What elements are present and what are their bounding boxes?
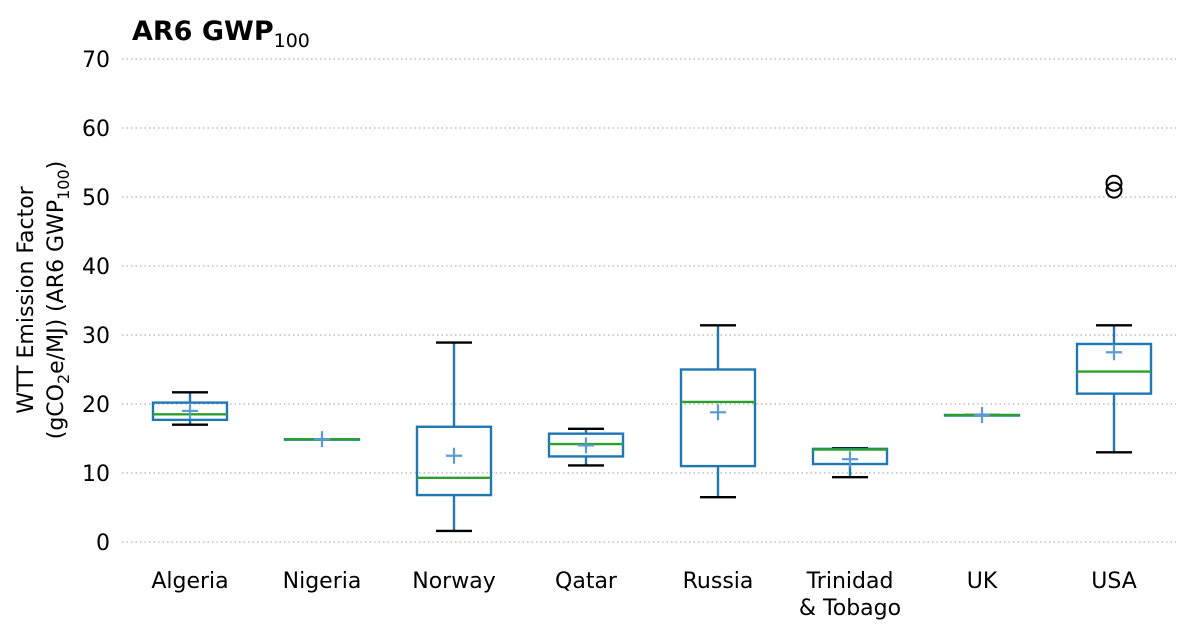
boxes xyxy=(153,176,1151,531)
y-tick-label: 70 xyxy=(82,48,110,73)
y-axis-label-subscript: 100 xyxy=(54,169,73,200)
x-axis-labels: Algeria Nigeria Norway Qatar Russia Trinidad&… xyxy=(151,569,1136,621)
x-category-label: Russia xyxy=(683,569,754,594)
box-group xyxy=(285,431,359,447)
y-tick-label: 20 xyxy=(82,393,110,418)
chart-title: AR6 GWP100 xyxy=(132,16,310,52)
y-axis-ticks: 0 10 20 30 40 50 60 70 xyxy=(82,48,110,556)
x-category-label: USA xyxy=(1091,569,1137,594)
x-category-label: Qatar xyxy=(555,569,618,594)
y-tick-label: 40 xyxy=(82,255,110,280)
box-group xyxy=(549,429,623,466)
y-axis-label-line2: (gCO2e/MJ) (AR6 GWP100) xyxy=(44,161,73,440)
x-category-label: UK xyxy=(967,569,998,594)
chart-title-subscript: 100 xyxy=(274,30,310,52)
y-tick-label: 0 xyxy=(96,531,110,556)
y-axis-label-part: e/MJ) (AR6 GWP xyxy=(44,200,69,374)
y-tick-label: 60 xyxy=(82,117,110,142)
y-axis-label-line1: WTT Emission Factor xyxy=(14,185,39,413)
y-axis-label: WTT Emission Factor (gCO2e/MJ) (AR6 GWP1… xyxy=(14,161,73,440)
y-tick-label: 10 xyxy=(82,462,110,487)
box-group xyxy=(153,392,227,424)
y-axis-label-part: (gCO xyxy=(44,384,69,439)
y-axis-label-subscript: 2 xyxy=(54,374,73,384)
x-category-label: Algeria xyxy=(151,569,228,594)
y-tick-label: 30 xyxy=(82,324,110,349)
y-axis-label-part: ) xyxy=(44,161,69,170)
chart-title-main: AR6 GWP xyxy=(132,16,274,47)
y-tick-label: 50 xyxy=(82,186,110,211)
x-category-label: Norway xyxy=(412,569,495,594)
box-group xyxy=(1077,176,1151,453)
box-group xyxy=(681,325,755,497)
grid-lines xyxy=(122,59,1176,542)
x-category-label: Nigeria xyxy=(283,569,362,594)
box-group xyxy=(417,343,491,531)
x-category-label: Trinidad xyxy=(806,569,894,594)
x-category-label: & Tobago xyxy=(799,596,901,621)
box-group xyxy=(945,407,1019,423)
